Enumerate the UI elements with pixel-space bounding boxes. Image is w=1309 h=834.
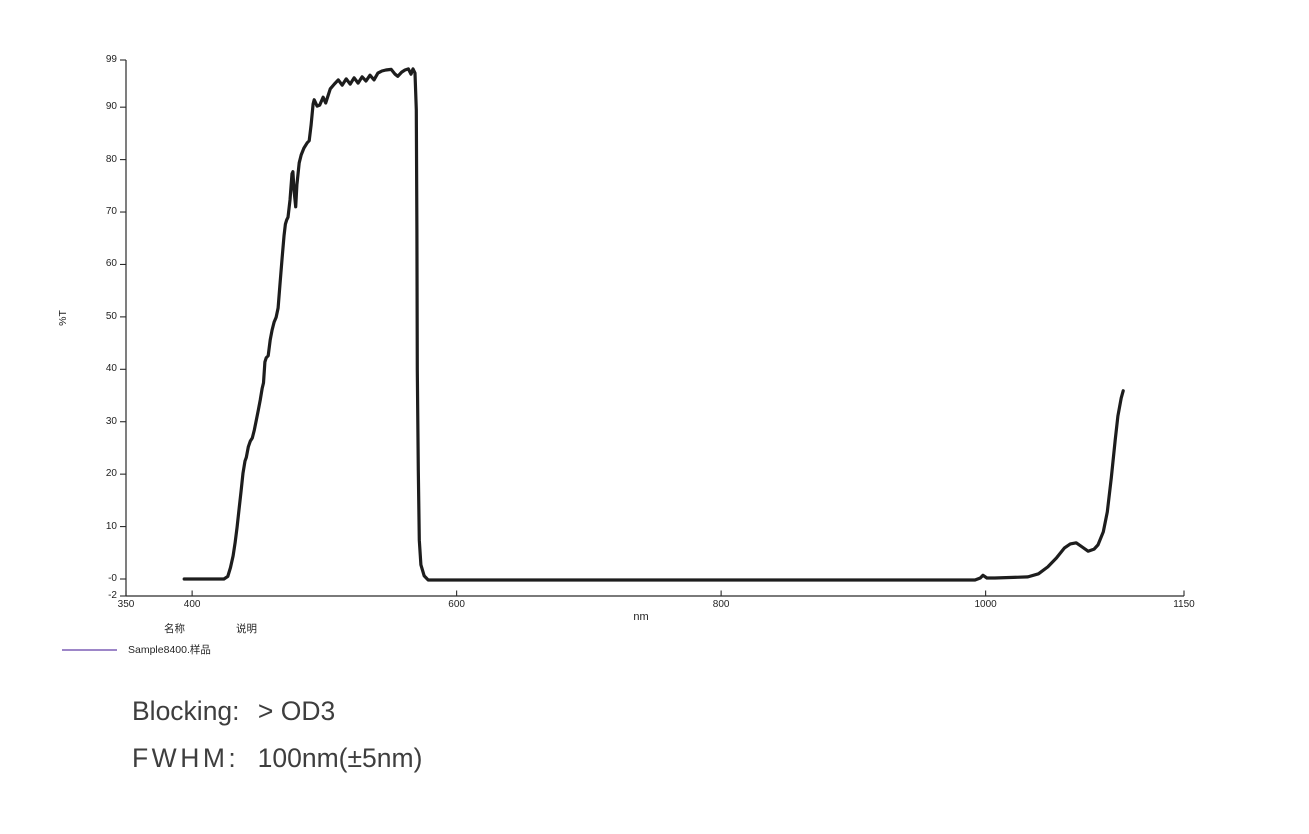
x-tick-label: 800: [712, 599, 730, 610]
filter-specs: Blocking: > OD3 FWHM: 100nm(±5nm): [132, 696, 422, 790]
y-tick-label: 70: [105, 206, 117, 218]
legend-line-swatch: [62, 649, 117, 651]
blocking-label: Blocking:: [132, 696, 240, 726]
y-tick-label: -2: [108, 590, 117, 601]
y-tick-label: 50: [105, 310, 117, 322]
blocking-value: > OD3: [257, 696, 336, 726]
spectrum-chart: [120, 59, 1185, 597]
y-tick-label: -0: [108, 573, 117, 584]
x-tick-label: 600: [448, 599, 465, 610]
legend-item-label: Sample8400.样品: [128, 644, 211, 656]
x-axis-title: nm: [633, 611, 649, 623]
y-axis-title: %T: [57, 310, 69, 326]
y-tick-label: 90: [105, 101, 117, 113]
y-tick-label: 40: [105, 363, 117, 375]
fwhm-spec-row: FWHM: 100nm(±5nm): [132, 743, 422, 773]
x-tick-label: 350: [117, 599, 135, 610]
blocking-spec-row: Blocking: > OD3: [132, 696, 422, 726]
y-tick-label: 99: [105, 54, 117, 65]
fwhm-value: 100nm(±5nm): [257, 743, 423, 773]
y-tick-label: 10: [105, 520, 117, 532]
spectrum-curve: [182, 67, 1125, 582]
x-tick-label: 400: [183, 599, 201, 610]
x-tick-label: 1150: [1173, 599, 1195, 610]
x-tick-label: 1000: [974, 599, 997, 610]
y-tick-label: 60: [105, 258, 117, 270]
y-tick-label: 30: [105, 415, 117, 427]
y-tick-label: 80: [105, 153, 117, 165]
y-tick-label: 20: [105, 468, 117, 480]
legend-name-header: 名称: [164, 623, 185, 635]
legend-desc-header: 说明: [236, 623, 257, 635]
fwhm-label: FWHM:: [132, 743, 240, 773]
